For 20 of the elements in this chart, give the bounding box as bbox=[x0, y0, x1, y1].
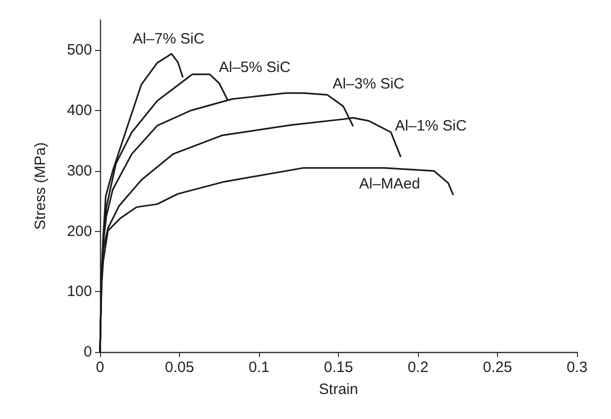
series-label: Al–5% SiC bbox=[218, 58, 291, 76]
x-tick-label: 0.05 bbox=[164, 359, 194, 376]
x-tick-label: 0.1 bbox=[248, 359, 270, 376]
x-tick-label: 0.3 bbox=[566, 359, 588, 376]
y-tick-label: 200 bbox=[66, 222, 92, 240]
series-label: Al–1% SiC bbox=[394, 117, 467, 134]
x-tick-label: 0.15 bbox=[324, 359, 354, 376]
series-label: Al–MAed bbox=[359, 175, 420, 192]
series-label: Al–3% SiC bbox=[332, 76, 405, 93]
series-label: Al–7% SiC bbox=[132, 30, 205, 48]
x-tick-label: 0 bbox=[96, 359, 104, 376]
y-tick-label: 500 bbox=[66, 42, 92, 59]
y-axis-title: Stress (MPa) bbox=[32, 142, 49, 230]
y-tick-label: 400 bbox=[66, 102, 92, 120]
y-tick-label: 0 bbox=[84, 344, 92, 360]
x-tick-label: 0.2 bbox=[408, 359, 428, 376]
y-tick-label: 300 bbox=[66, 162, 92, 180]
x-axis-title: Strain bbox=[318, 381, 358, 398]
x-tick-label: 0.25 bbox=[482, 359, 512, 376]
y-tick-label: 100 bbox=[66, 283, 92, 300]
